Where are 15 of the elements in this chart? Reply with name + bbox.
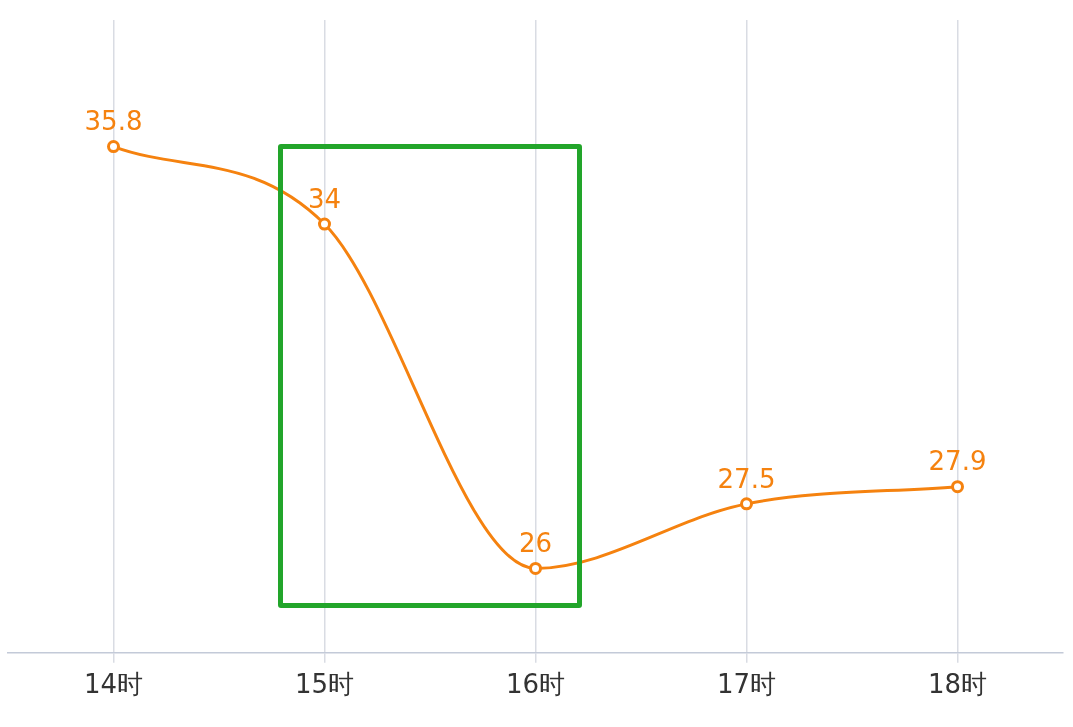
data-label: 27.9	[928, 446, 987, 477]
point	[529, 561, 542, 575]
data-label: 34	[307, 183, 342, 214]
x-tick-label: 17时	[716, 669, 777, 700]
data-label: 35.8	[84, 106, 143, 137]
x-tick-label: 16时	[505, 669, 566, 700]
data-label: 26	[518, 528, 553, 559]
x-tick-label: 14时	[83, 669, 144, 700]
point	[107, 140, 120, 154]
data-label: 27.5	[717, 463, 776, 494]
point	[951, 480, 964, 494]
point	[318, 217, 331, 231]
x-tick-label: 18时	[927, 669, 988, 700]
x-tick-label: 15时	[294, 669, 355, 700]
point	[740, 497, 753, 511]
